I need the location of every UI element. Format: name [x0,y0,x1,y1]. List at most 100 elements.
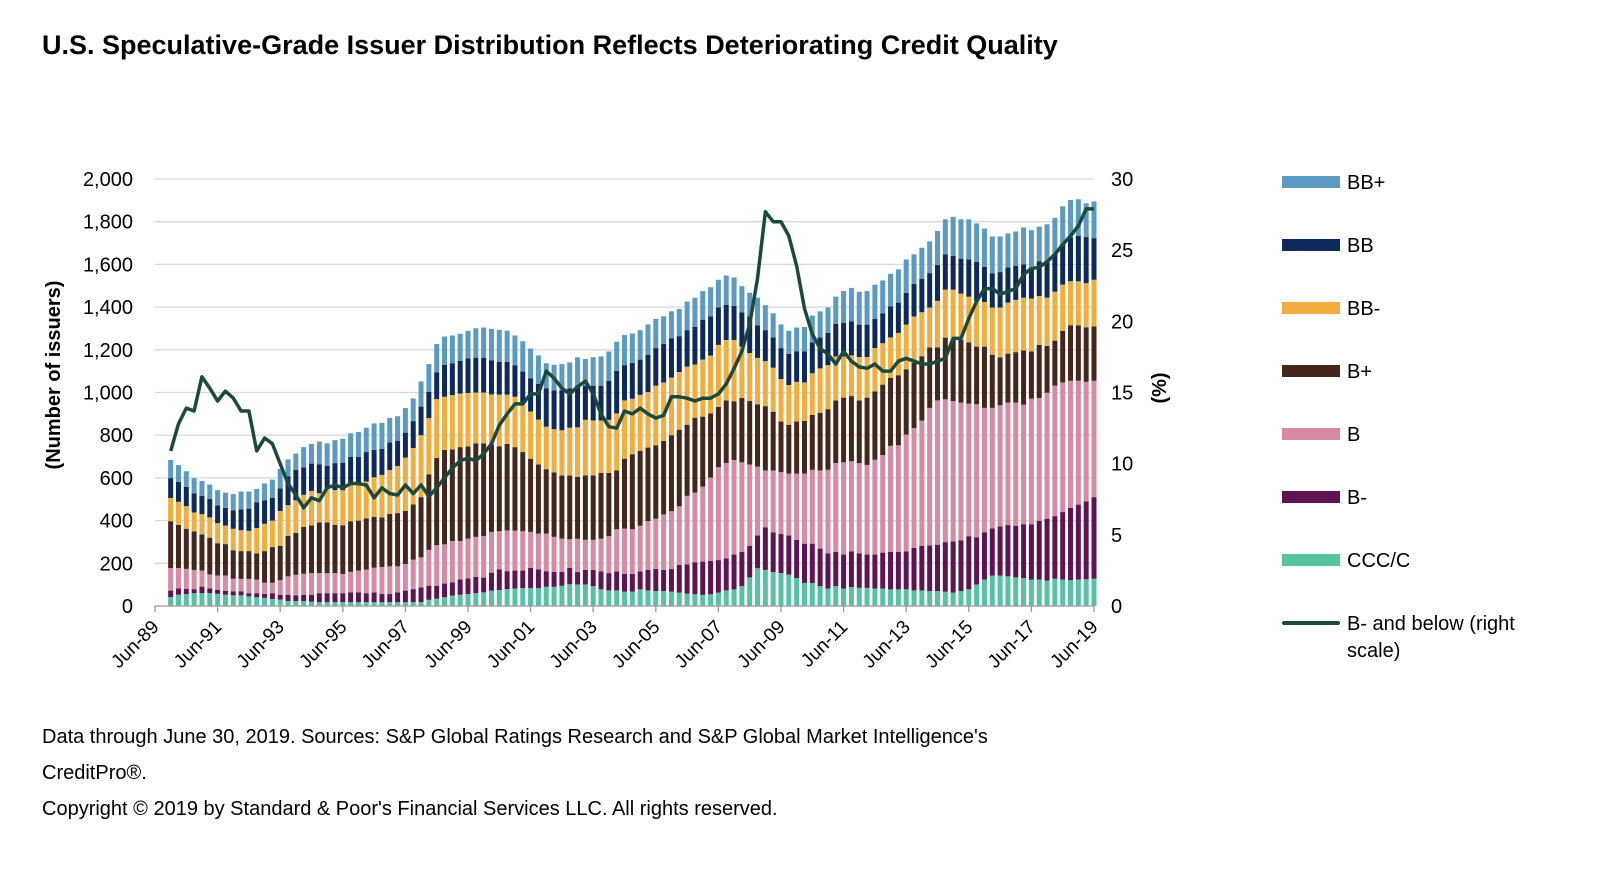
bar-segment-bb- [277,468,283,489]
bar-segment-b- [911,362,917,428]
bar-segment-bb- [888,273,894,307]
bar-segment-bb- [535,355,541,384]
bar-segment-b [262,582,268,594]
bar-segment-b- [434,458,440,546]
bar-segment-b- [207,537,213,575]
bar-segment-bb- [277,510,283,546]
bar-segment-bb- [872,284,878,319]
bar-segment-b- [387,594,393,603]
bar-segment-bb [927,273,933,308]
bar-segment-b- [309,594,314,602]
bar-segment-b- [856,400,862,464]
bar-segment-b- [543,469,549,534]
bar-segment-bb- [355,483,361,521]
bar-segment-b [332,573,338,594]
bar-segment-ccc-c [559,585,565,606]
bar-segment-bb- [1060,206,1066,244]
bar-segment-ccc-c [371,602,377,606]
bar-segment-b [817,470,823,549]
bar-segment-b- [981,532,987,580]
bar-segment-bb- [269,520,275,548]
bar-segment-b [222,575,228,591]
bar-segment-bb- [418,381,424,407]
bar-segment-b [473,536,479,577]
bar-segment-bb [817,337,823,369]
bar-segment-b [1036,398,1042,521]
bar-segment-b [856,463,862,554]
bar-segment-b- [590,569,596,587]
bar-segment-bb- [395,465,401,514]
y2-tick-label: 25 [1111,240,1133,262]
bar-segment-b [191,569,197,590]
bar-segment-b- [692,417,698,493]
bar-segment-bb [606,380,612,420]
bar-segment-b [708,477,714,561]
x-tick-label: Jun-15 [921,617,977,673]
bar-segment-ccc-c [715,592,721,606]
bar-segment-ccc-c [230,595,236,606]
bar-segment-bb- [183,471,189,487]
bar-segment-b- [825,553,831,589]
bar-segment-bb [715,307,721,345]
bar-segment-bb [1021,264,1027,298]
bar-segment-bb [958,258,964,294]
bar-segment-ccc-c [895,589,901,606]
bar-segment-b- [567,567,573,585]
bar-segment-bb- [481,327,487,358]
bar-segment-bb- [191,512,197,532]
bar-segment-bb [966,259,972,297]
bar-segment-b- [168,521,174,568]
bar-segment-ccc-c [1052,578,1058,606]
bar-segment-bb [535,383,541,420]
bar-segment-b [1028,398,1034,525]
bar-segment-ccc-c [387,602,393,606]
bar-segment-ccc-c [833,586,839,606]
bar-segment-b [950,401,956,542]
bar-segment-b- [598,571,604,590]
bar-segment-bb- [575,427,581,477]
bar-segment-b- [841,397,847,463]
bar-segment-b- [942,542,948,592]
bar-segment-bb- [434,344,440,373]
bar-segment-bb- [927,241,933,274]
bar-segment-b [809,469,815,544]
bar-segment-b- [590,475,596,540]
bar-segment-b [371,567,377,593]
bar-segment-b- [653,569,659,592]
legend-swatch [1282,176,1340,188]
bar-segment-b- [426,585,432,600]
bar-segment-bb- [786,385,792,425]
bar-segment-ccc-c [183,594,189,606]
x-tick-label: Jun-91 [170,617,226,673]
bar-segment-bb- [778,324,784,349]
bar-segment-b [582,539,588,570]
bar-segment-b- [316,593,322,603]
bar-segment-ccc-c [841,588,847,606]
bar-segment-b- [645,569,651,591]
bar-segment-ccc-c [935,591,940,606]
bar-segment-bb- [723,275,729,305]
bar-segment-b- [739,551,745,587]
bar-segment-b- [254,553,260,580]
bar-segment-b- [277,594,283,600]
bar-segment-b- [700,416,706,487]
bar-segment-b [1091,380,1097,498]
bar-segment-b- [809,414,815,470]
bar-segment-b- [606,472,612,537]
bar-segment-bb- [895,332,901,376]
bar-segment-b- [911,547,917,591]
bar-segment-b- [371,592,377,603]
bar-segment-bb- [1021,297,1027,351]
bar-segment-bb [512,365,518,397]
bar-segment-bb- [348,484,354,522]
bar-segment-ccc-c [395,602,401,606]
bar-segment-b- [715,560,721,593]
bar-segment-bb [442,364,448,397]
bar-segment-b [692,492,698,563]
bar-segment-b [285,576,291,595]
bar-segment-bb [199,495,205,515]
bar-segment-b- [1052,516,1058,579]
legend-swatch [1282,428,1340,440]
footer-source: Data through June 30, 2019. Sources: S&P… [42,726,988,748]
bar-segment-b- [974,346,980,405]
